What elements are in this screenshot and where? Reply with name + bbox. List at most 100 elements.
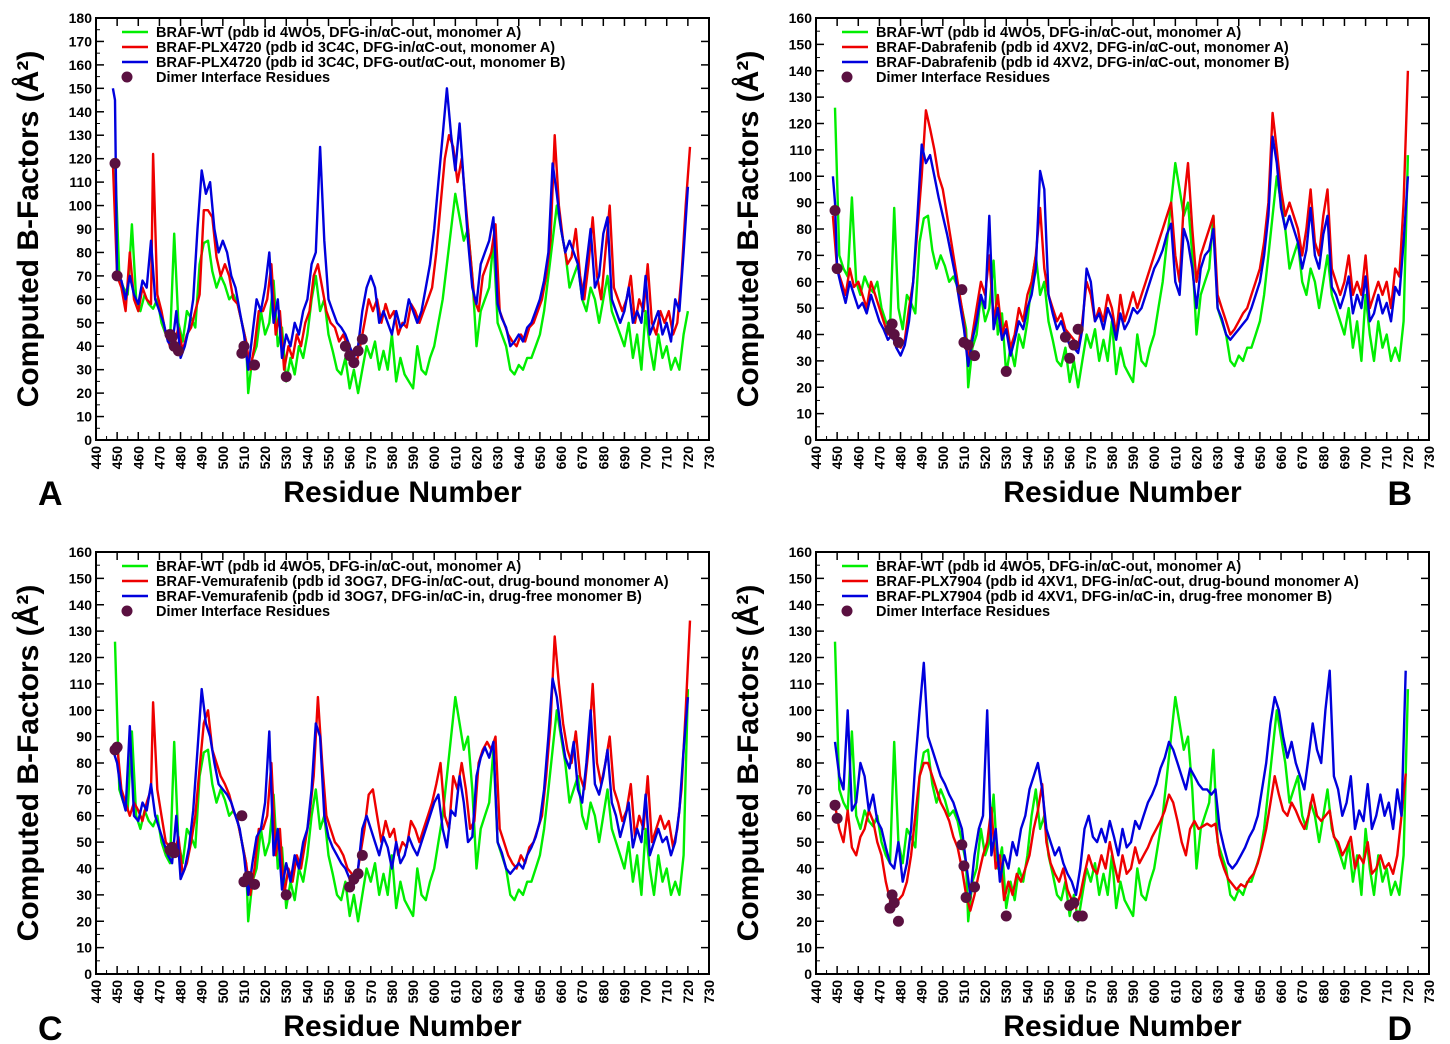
- x-tick-label: 560: [1062, 446, 1078, 470]
- dimer-interface-marker: [356, 333, 368, 345]
- y-tick-label: 170: [69, 33, 93, 49]
- dimer-interface-marker: [888, 897, 900, 909]
- y-tick-label: 50: [76, 315, 92, 331]
- x-tick-label: 600: [1146, 446, 1162, 470]
- y-tick-label: 100: [789, 702, 813, 718]
- legend-entry: BRAF-Vemurafenib (pdb id 3OG7, DFG-in/αC…: [156, 589, 642, 605]
- dimer-interface-marker: [1076, 910, 1088, 922]
- y-tick-label: 50: [796, 834, 812, 850]
- x-tick-label: 600: [426, 980, 442, 1004]
- dimer-interface-marker: [111, 270, 123, 282]
- y-tick-label: 120: [69, 151, 93, 167]
- legend-entry: Dimer Interface Residues: [876, 70, 1050, 86]
- y-tick-label: 60: [796, 808, 812, 824]
- dimer-interface-marker: [111, 741, 123, 753]
- x-tick-label: 570: [1083, 980, 1099, 1004]
- dimer-interface-marker: [892, 336, 904, 348]
- dimer-interface-marker: [886, 318, 898, 330]
- x-tick-label: 520: [977, 446, 993, 470]
- dimer-interface-marker: [249, 878, 261, 890]
- x-tick-label: 690: [1336, 446, 1352, 470]
- x-tick-label: 550: [321, 446, 337, 470]
- legend-entry: BRAF-WT (pdb id 4WO5, DFG-in/αC-out, mon…: [156, 25, 521, 41]
- dimer-interface-marker: [352, 868, 364, 880]
- y-tick-label: 40: [76, 338, 92, 354]
- x-tick-label: 690: [1336, 980, 1352, 1004]
- x-tick-label: 580: [384, 446, 400, 470]
- x-tick-label: 710: [1379, 446, 1395, 470]
- series-line-drug_b: [111, 677, 690, 897]
- dimer-interface-marker: [166, 331, 178, 343]
- panel-B: 0 10 20 30 40 50 60 70 80 90 100 110 120 130 140 150 160…: [732, 10, 1437, 513]
- y-tick-label: 80: [76, 755, 92, 771]
- y-axis-label: Computed B-Factors (Å²): [12, 585, 45, 942]
- y-tick-label: 80: [796, 755, 812, 771]
- legend-entry: BRAF-Dabrafenib (pdb id 4XV2, DFG-in/αC-…: [876, 55, 1289, 71]
- y-tick-label: 120: [789, 116, 813, 132]
- y-tick-label: 10: [796, 940, 812, 956]
- x-tick-label: 590: [1125, 980, 1141, 1004]
- x-tick-label: 630: [1210, 980, 1226, 1004]
- y-tick-label: 40: [76, 861, 92, 877]
- legend-entry: BRAF-WT (pdb id 4WO5, DFG-in/αC-out, mon…: [876, 559, 1241, 575]
- panel-A: 0 10 20 30 40 50 60 70 80 90 100 110 120 130 140 150 160…: [12, 10, 717, 513]
- legend-entry: BRAF-WT (pdb id 4WO5, DFG-in/αC-out, mon…: [876, 25, 1241, 41]
- legend-swatch-marker: [121, 605, 133, 617]
- y-tick-label: 130: [789, 623, 813, 639]
- y-tick-label: 70: [796, 247, 812, 263]
- panel-D: 0 10 20 30 40 50 60 70 80 90 100 110 120 130 140 150 160…: [732, 544, 1437, 1044]
- dimer-interface-marker: [242, 870, 254, 882]
- dimer-interface-marker: [969, 881, 981, 893]
- y-tick-label: 90: [796, 195, 812, 211]
- panel-label: A: [38, 475, 63, 513]
- dimer-interface-marker: [960, 892, 972, 904]
- dimer-interface-marker: [831, 263, 843, 275]
- x-axis-label: Residue Number: [1003, 1010, 1242, 1043]
- y-tick-label: 0: [804, 432, 812, 448]
- x-tick-label: 470: [871, 980, 887, 1004]
- series-line-drug_b: [831, 135, 1410, 368]
- x-tick-label: 580: [1104, 446, 1120, 470]
- x-tick-label: 560: [342, 446, 358, 470]
- x-tick-label: 470: [871, 446, 887, 470]
- x-tick-label: 540: [299, 980, 315, 1004]
- y-tick-label: 80: [796, 221, 812, 237]
- y-tick-label: 150: [789, 36, 813, 52]
- x-tick-label: 570: [363, 446, 379, 470]
- dimer-interface-marker: [958, 860, 970, 872]
- y-tick-label: 100: [69, 702, 93, 718]
- x-tick-label: 490: [914, 446, 930, 470]
- x-tick-label: 520: [257, 980, 273, 1004]
- dimer-interface-marker: [1068, 339, 1080, 351]
- x-tick-label: 500: [935, 446, 951, 470]
- x-tick-label: 470: [151, 446, 167, 470]
- x-tick-label: 540: [299, 446, 315, 470]
- x-tick-label: 520: [257, 446, 273, 470]
- x-tick-label: 450: [829, 980, 845, 1004]
- x-tick-label: 440: [88, 980, 104, 1004]
- y-tick-label: 110: [789, 676, 812, 692]
- y-tick-label: 70: [76, 781, 92, 797]
- x-tick-label: 490: [194, 446, 210, 470]
- x-tick-label: 620: [468, 446, 484, 470]
- x-tick-label: 440: [808, 446, 824, 470]
- y-tick-label: 70: [76, 268, 92, 284]
- y-tick-label: 150: [69, 80, 93, 96]
- x-axis-label: Residue Number: [1003, 476, 1242, 509]
- x-tick-label: 540: [1019, 446, 1035, 470]
- x-tick-label: 520: [977, 980, 993, 1004]
- x-tick-label: 640: [511, 980, 527, 1004]
- y-tick-label: 160: [789, 544, 813, 560]
- x-tick-label: 630: [490, 980, 506, 1004]
- x-tick-label: 440: [808, 980, 824, 1004]
- x-tick-label: 670: [574, 980, 590, 1004]
- dimer-interface-marker: [1000, 910, 1012, 922]
- y-tick-label: 130: [69, 127, 93, 143]
- x-tick-label: 490: [194, 980, 210, 1004]
- x-tick-label: 710: [659, 446, 675, 470]
- x-tick-label: 650: [532, 980, 548, 1004]
- x-tick-label: 450: [109, 446, 125, 470]
- dimer-interface-marker: [1072, 323, 1084, 335]
- x-tick-label: 680: [595, 980, 611, 1004]
